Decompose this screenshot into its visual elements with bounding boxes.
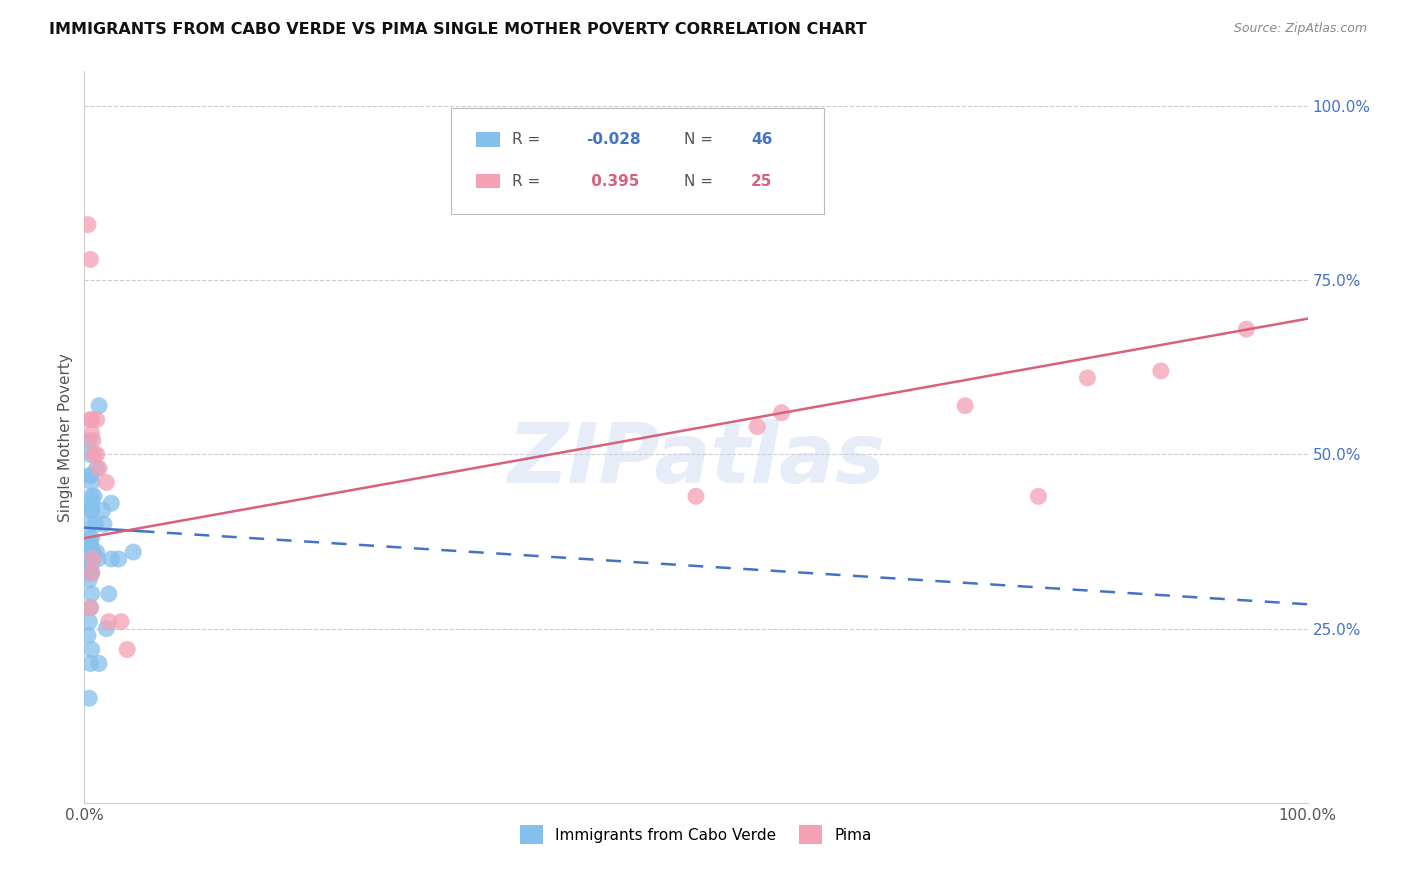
Point bbox=[86, 545, 108, 559]
Point bbox=[77, 218, 100, 232]
Point bbox=[80, 642, 103, 657]
Text: 25: 25 bbox=[751, 174, 772, 188]
Point bbox=[80, 475, 103, 490]
Point bbox=[87, 657, 110, 671]
Text: 46: 46 bbox=[751, 132, 772, 147]
Point bbox=[79, 252, 101, 267]
Point bbox=[1028, 489, 1050, 503]
FancyBboxPatch shape bbox=[475, 174, 501, 188]
Point bbox=[80, 566, 103, 580]
Point bbox=[79, 538, 101, 552]
Point bbox=[82, 552, 104, 566]
Text: IMMIGRANTS FROM CABO VERDE VS PIMA SINGLE MOTHER POVERTY CORRELATION CHART: IMMIGRANTS FROM CABO VERDE VS PIMA SINGL… bbox=[49, 22, 868, 37]
Point bbox=[77, 434, 100, 448]
Point bbox=[77, 531, 100, 545]
Point bbox=[77, 573, 100, 587]
Point bbox=[1076, 371, 1098, 385]
Point bbox=[685, 489, 707, 503]
Point bbox=[86, 412, 108, 426]
Point bbox=[953, 399, 976, 413]
Point bbox=[77, 629, 100, 643]
Point bbox=[93, 517, 115, 532]
Point bbox=[86, 448, 108, 462]
Point bbox=[122, 545, 145, 559]
Point bbox=[80, 531, 103, 545]
Point bbox=[96, 622, 118, 636]
Text: R =: R = bbox=[513, 174, 546, 188]
Point bbox=[83, 448, 105, 462]
Point bbox=[79, 468, 101, 483]
Point bbox=[77, 615, 100, 629]
Point bbox=[79, 412, 101, 426]
Point bbox=[82, 434, 104, 448]
Point bbox=[100, 496, 122, 510]
Point bbox=[79, 538, 101, 552]
Text: N =: N = bbox=[683, 174, 717, 188]
Point bbox=[115, 642, 138, 657]
Point bbox=[747, 419, 769, 434]
Point bbox=[80, 412, 103, 426]
Point bbox=[87, 399, 110, 413]
Point bbox=[86, 461, 108, 475]
Point bbox=[1150, 364, 1173, 378]
Point bbox=[91, 503, 114, 517]
Point bbox=[80, 503, 103, 517]
Point bbox=[84, 517, 107, 532]
Point bbox=[79, 517, 101, 532]
Point bbox=[79, 566, 101, 580]
Point bbox=[79, 600, 101, 615]
Point bbox=[79, 566, 101, 580]
Point bbox=[80, 566, 103, 580]
Point bbox=[79, 468, 101, 483]
Point bbox=[1236, 322, 1258, 336]
Text: Source: ZipAtlas.com: Source: ZipAtlas.com bbox=[1233, 22, 1367, 36]
Legend: Immigrants from Cabo Verde, Pima: Immigrants from Cabo Verde, Pima bbox=[515, 819, 877, 850]
Point bbox=[87, 552, 110, 566]
Point bbox=[82, 552, 104, 566]
Point bbox=[87, 461, 110, 475]
Point bbox=[80, 489, 103, 503]
Point bbox=[77, 691, 100, 706]
Point bbox=[82, 552, 104, 566]
Point bbox=[79, 600, 101, 615]
Point bbox=[770, 406, 793, 420]
Point bbox=[107, 552, 129, 566]
Point bbox=[80, 545, 103, 559]
Point bbox=[79, 657, 101, 671]
Point bbox=[80, 426, 103, 441]
Point bbox=[97, 587, 120, 601]
Point bbox=[96, 475, 118, 490]
Point bbox=[110, 615, 132, 629]
Point bbox=[82, 545, 104, 559]
Y-axis label: Single Mother Poverty: Single Mother Poverty bbox=[58, 352, 73, 522]
Point bbox=[79, 558, 101, 573]
Point bbox=[77, 558, 100, 573]
Point bbox=[79, 503, 101, 517]
Point bbox=[79, 448, 101, 462]
Point bbox=[83, 489, 105, 503]
FancyBboxPatch shape bbox=[475, 132, 501, 146]
FancyBboxPatch shape bbox=[451, 108, 824, 214]
Text: R =: R = bbox=[513, 132, 546, 147]
Text: ZIPatlas: ZIPatlas bbox=[508, 418, 884, 500]
Point bbox=[97, 615, 120, 629]
Point bbox=[80, 587, 103, 601]
Text: 0.395: 0.395 bbox=[586, 174, 640, 188]
Text: N =: N = bbox=[683, 132, 717, 147]
Point bbox=[100, 552, 122, 566]
Point bbox=[80, 496, 103, 510]
Text: -0.028: -0.028 bbox=[586, 132, 641, 147]
